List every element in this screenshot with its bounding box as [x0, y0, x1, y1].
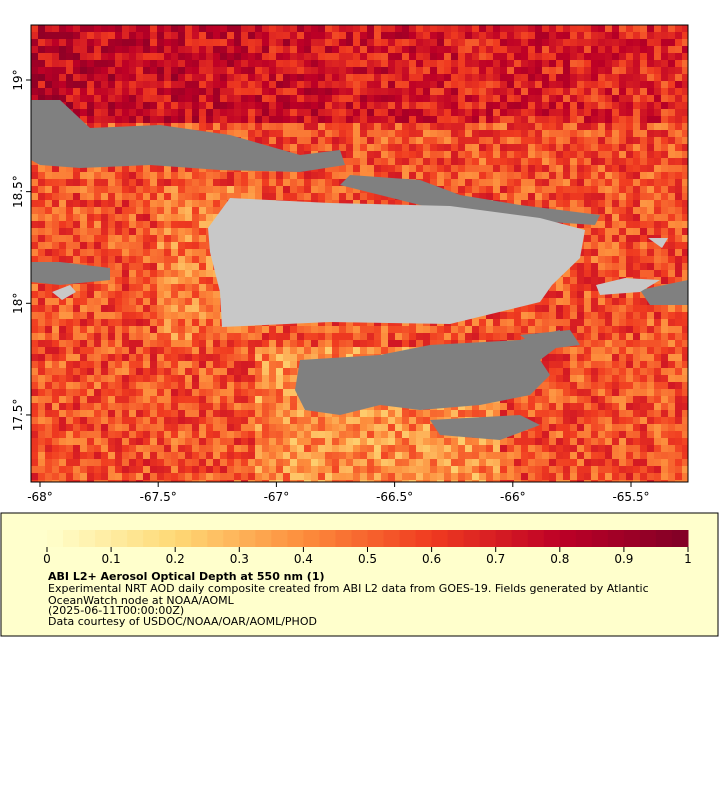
colorbar-swatch	[624, 530, 641, 547]
colorbar-swatch	[464, 530, 481, 547]
colorbar-tick-label: 0.2	[166, 552, 185, 566]
colorbar-swatch	[175, 530, 192, 547]
colorbar-swatch	[528, 530, 545, 547]
colorbar-swatch	[79, 530, 96, 547]
colorbar-swatch	[63, 530, 80, 547]
colorbar-swatch	[239, 530, 256, 547]
colorbar-swatch	[560, 530, 577, 547]
x-tick-label: -66°	[500, 490, 526, 504]
colorbar-tick-label: 1	[684, 552, 692, 566]
colorbar-swatch	[576, 530, 593, 547]
colorbar-swatch	[47, 530, 64, 547]
x-tick-label: -66.5°	[376, 490, 413, 504]
colorbar-swatch	[159, 530, 176, 547]
colorbar-swatch	[640, 530, 657, 547]
colorbar-tick-label: 0.9	[614, 552, 633, 566]
colorbar-swatch	[111, 530, 128, 547]
colorbar-swatch	[592, 530, 609, 547]
x-tick-label: -68°	[27, 490, 53, 504]
x-tick-label: -65.5°	[612, 490, 649, 504]
y-tick-label: 18.5°	[11, 175, 25, 208]
colorbar-swatch	[448, 530, 465, 547]
y-tick-label: 17.5°	[11, 399, 25, 432]
colorbar-swatch	[368, 530, 385, 547]
colorbar-swatch	[319, 530, 336, 547]
colorbar-tick-label: 0.1	[102, 552, 121, 566]
colorbar-tick-label: 0.7	[486, 552, 505, 566]
colorbar-swatch	[608, 530, 625, 547]
colorbar-swatch	[544, 530, 561, 547]
colorbar-tick-label: 0.4	[294, 552, 313, 566]
colorbar-swatch	[400, 530, 417, 547]
y-tick-label: 18°	[11, 293, 25, 314]
colorbar-swatch	[496, 530, 513, 547]
x-tick-label: -67°	[264, 490, 290, 504]
y-tick-label: 19°	[11, 69, 25, 90]
colorbar-swatch	[271, 530, 288, 547]
colorbar-swatch	[384, 530, 401, 547]
colorbar-swatch	[287, 530, 304, 547]
colorbar-swatch	[95, 530, 112, 547]
colorbar-tick-label: 0.6	[422, 552, 441, 566]
colorbar-swatch	[656, 530, 673, 547]
legend-line: Data courtesy of USDOC/NOAA/OAR/AOML/PHO…	[48, 615, 317, 628]
colorbar-swatch	[127, 530, 144, 547]
colorbar-swatch	[303, 530, 320, 547]
colorbar-swatch	[416, 530, 433, 547]
colorbar-swatch	[207, 530, 224, 547]
x-tick-label: -67.5°	[140, 490, 177, 504]
colorbar-swatch	[512, 530, 529, 547]
colorbar-tick-label: 0.8	[550, 552, 569, 566]
colorbar-swatch	[480, 530, 497, 547]
colorbar-swatch	[335, 530, 352, 547]
colorbar-tick-label: 0	[43, 552, 51, 566]
colorbar-swatch	[351, 530, 368, 547]
colorbar-swatch	[143, 530, 160, 547]
colorbar-swatch	[255, 530, 272, 547]
colorbar-swatch	[672, 530, 689, 547]
colorbar-swatch	[432, 530, 449, 547]
colorbar-tick-label: 0.5	[358, 552, 377, 566]
colorbar-swatch	[191, 530, 208, 547]
colorbar-swatch	[223, 530, 240, 547]
colorbar-tick-label: 0.3	[230, 552, 249, 566]
